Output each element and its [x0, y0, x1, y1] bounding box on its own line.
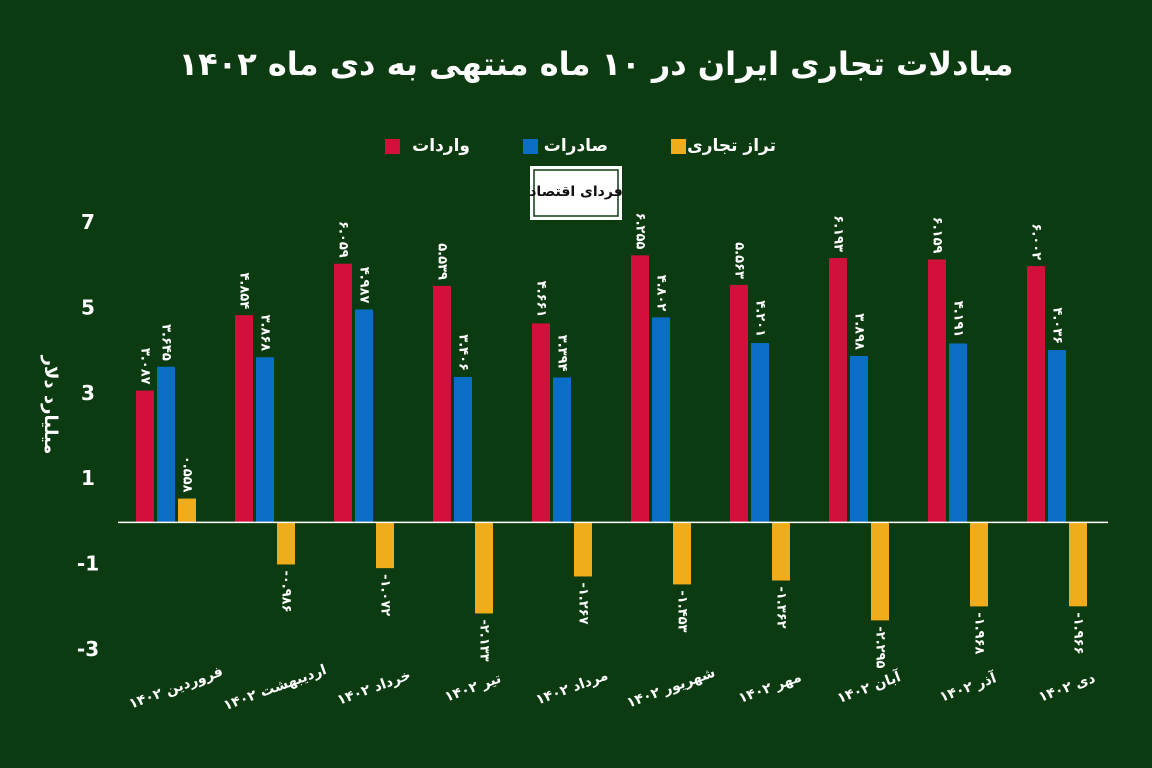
value-label: -۱.۲۶۷ — [576, 582, 591, 624]
bar — [553, 377, 571, 523]
bar — [652, 317, 670, 523]
y-tick-label: 1 — [81, 466, 95, 490]
legend-swatch — [385, 139, 400, 154]
bar — [730, 284, 748, 523]
legend-swatch — [671, 139, 686, 154]
bar — [829, 257, 847, 523]
logo-frame — [533, 169, 619, 217]
bar — [928, 259, 946, 523]
value-label: -۲.۱۳۳ — [477, 619, 492, 661]
bar — [454, 376, 472, 523]
value-label: ۳.۳۹۴ — [555, 335, 570, 372]
x-tick-label: اردیبهشت ۱۴۰۲ — [221, 662, 328, 714]
x-tick-label: دی ۱۴۰۲ — [1037, 670, 1098, 705]
value-label: ۶.۱۵۹ — [930, 217, 945, 254]
value-label: -۱.۴۵۳ — [675, 590, 690, 632]
bar — [1048, 350, 1066, 523]
value-label: ۴.۸۵۴ — [237, 272, 252, 309]
value-label: ۴.۸۰۲ — [654, 275, 669, 312]
y-tick-label: 7 — [81, 210, 95, 234]
bar — [277, 522, 295, 565]
y-tick-label: 3 — [81, 381, 95, 405]
value-label: ۳.۶۴۵ — [159, 324, 174, 361]
value-label: ۴.۶۶۱ — [534, 281, 549, 318]
y-tick-label: 5 — [81, 295, 95, 319]
bar — [1069, 522, 1087, 607]
value-label: -۱.۹۶۶ — [1071, 612, 1086, 654]
value-label: ۳.۸۶۸ — [258, 315, 273, 352]
value-label: -۲.۲۹۵ — [873, 626, 888, 668]
legend-label: واردات — [412, 136, 470, 156]
value-label: ۰.۵۵۸ — [180, 456, 195, 493]
bar — [256, 357, 274, 523]
value-label: ۴.۱۹۱ — [951, 301, 966, 338]
value-label: -۱.۹۶۸ — [972, 612, 987, 654]
bar — [334, 263, 352, 523]
bar — [949, 343, 967, 523]
bar — [850, 355, 868, 523]
bar — [475, 522, 493, 614]
logo-text: فردای اقتصاد — [529, 184, 622, 200]
bar — [433, 285, 451, 523]
value-label: ۶.۱۹۳ — [831, 215, 846, 252]
value-label: ۳.۴۰۶ — [456, 334, 471, 371]
x-tick-label: شهریور ۱۴۰۲ — [625, 665, 718, 712]
bar — [772, 522, 790, 581]
bar — [178, 498, 196, 523]
chart-title: مبادلات تجاری ایران در ۱۰ ماه منتهی به د… — [179, 45, 1014, 83]
bar — [751, 343, 769, 523]
value-label: ۶.۲۵۵ — [633, 213, 648, 250]
logo-box — [530, 166, 622, 220]
bar — [532, 323, 550, 523]
bar — [355, 309, 373, 523]
x-tick-label: خرداد ۱۴۰۲ — [335, 667, 413, 708]
y-axis-label: میلیارد دلار — [40, 355, 61, 455]
value-label: ۶.۰۰۲ — [1029, 223, 1044, 260]
value-label: -۰.۹۸۶ — [279, 570, 294, 612]
value-label: ۵.۵۳۹ — [435, 243, 450, 280]
bar — [235, 315, 253, 523]
value-label: ۳.۸۹۸ — [852, 313, 867, 350]
bar — [376, 522, 394, 569]
x-tick-label: مهر ۱۴۰۲ — [736, 669, 803, 707]
bar — [574, 522, 592, 577]
bar — [970, 522, 988, 607]
x-tick-label: فروردین ۱۴۰۲ — [127, 664, 225, 713]
value-label: ۴.۰۳۶ — [1050, 307, 1065, 344]
bar — [1027, 266, 1045, 523]
bar — [631, 255, 649, 523]
legend-label: تراز تجاری — [687, 136, 776, 156]
value-label: ۶.۰۵۹ — [336, 221, 351, 258]
value-label: ۳.۰۸۷ — [138, 348, 153, 385]
bar — [136, 390, 154, 523]
bar — [157, 366, 175, 523]
bar — [673, 522, 691, 585]
value-label: ۴.۹۸۷ — [357, 267, 372, 304]
y-tick-label: -1 — [77, 552, 99, 576]
x-tick-label: آبان ۱۴۰۲ — [834, 667, 904, 707]
logo: فردای اقتصاد — [529, 166, 623, 220]
value-label: ۵.۵۶۳ — [732, 242, 747, 279]
legend-label: صادرات — [544, 136, 608, 156]
value-label: -۱.۳۶۲ — [774, 587, 789, 629]
x-tick-label: تیر ۱۴۰۲ — [443, 670, 504, 705]
x-tick-label: مرداد ۱۴۰۲ — [534, 668, 611, 709]
value-label: -۱.۰۷۲ — [378, 574, 393, 616]
x-tick-label: آذر ۱۴۰۲ — [937, 668, 1000, 706]
y-tick-label: -3 — [77, 637, 99, 661]
bar — [871, 522, 889, 621]
legend-swatch — [523, 139, 538, 154]
value-label: ۴.۲۰۱ — [753, 300, 768, 337]
